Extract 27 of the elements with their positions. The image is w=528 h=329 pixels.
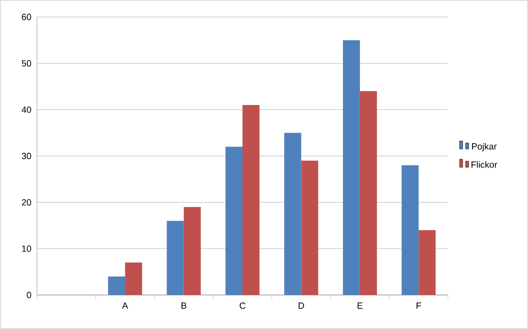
bar [284, 132, 302, 295]
x-tick-label: E [358, 302, 363, 309]
x-tick-label: B [182, 302, 186, 309]
y-tick-label: 40 [22, 106, 32, 113]
y-tick-label: 0 [26, 292, 32, 298]
bar [342, 40, 360, 295]
bar [184, 206, 201, 295]
y-tick-label: 20 [22, 199, 32, 206]
bar [108, 276, 126, 295]
legend-label: Pojkar [472, 142, 497, 152]
bar [242, 105, 260, 295]
y-tick-label: 50 [22, 60, 32, 67]
bar [402, 165, 419, 295]
bar [360, 91, 377, 295]
x-tick-label: D [298, 302, 304, 309]
y-tick-label: 30 [22, 152, 32, 160]
bar [226, 146, 243, 295]
y-tick-label: 60 [22, 14, 32, 20]
bar [166, 220, 184, 295]
y-tick-label: 10 [22, 245, 32, 252]
bar [301, 160, 318, 295]
bar [418, 230, 436, 295]
bar [125, 262, 142, 295]
legend-label: Flickor [472, 161, 498, 168]
x-tick-label: A [122, 302, 128, 309]
x-tick-label: F [416, 302, 422, 309]
x-tick-label: C [240, 302, 246, 309]
